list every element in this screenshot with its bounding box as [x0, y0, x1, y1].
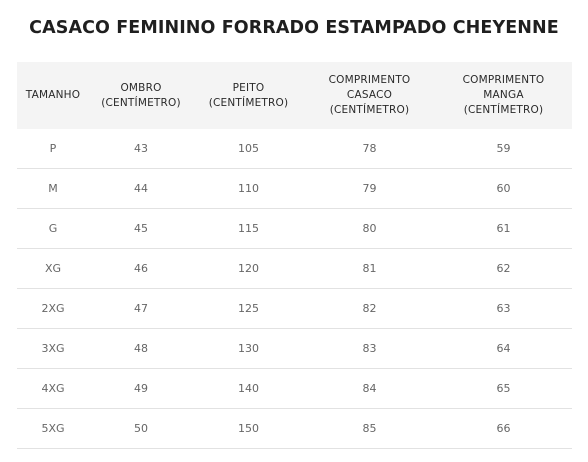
cell-sleeve-length: 61	[435, 208, 572, 249]
table-header-row: TAMANHO OMBRO (CENTÍMETRO) PEITO (CENTÍM…	[17, 62, 572, 129]
cell-coat-length: 79	[304, 168, 435, 209]
cell-coat-length: 84	[304, 368, 435, 409]
header-sleeve-length: COMPRIMENTO MANGA (CENTÍMETRO)	[435, 62, 572, 129]
table-row: G 45 115 80 61	[17, 208, 572, 249]
table-body: P 43 105 78 59 M 44 110 79 60 G 45 115 80 61 XG 46 120 81 6…	[17, 129, 572, 449]
table-row: 3XG 48 130 83 64	[17, 328, 572, 369]
table-row: M 44 110 79 60	[17, 168, 572, 209]
header-shoulder: OMBRO (CENTÍMETRO)	[89, 62, 193, 129]
cell-sleeve-length: 64	[435, 328, 572, 369]
cell-shoulder: 49	[89, 368, 193, 409]
cell-chest: 125	[193, 288, 304, 329]
cell-size: 5XG	[17, 408, 89, 449]
cell-sleeve-length: 65	[435, 368, 572, 409]
cell-size: 3XG	[17, 328, 89, 369]
cell-chest: 140	[193, 368, 304, 409]
cell-chest: 105	[193, 129, 304, 169]
header-chest: PEITO (CENTÍMETRO)	[193, 62, 304, 129]
header-size: TAMANHO	[17, 62, 89, 129]
cell-coat-length: 81	[304, 248, 435, 289]
cell-sleeve-length: 59	[435, 129, 572, 169]
header-coat-length: COMPRIMENTO CASACO (CENTÍMETRO)	[304, 62, 435, 129]
table-row: 4XG 49 140 84 65	[17, 368, 572, 409]
cell-sleeve-length: 62	[435, 248, 572, 289]
page-title: CASACO FEMININO FORRADO ESTAMPADO CHEYEN…	[29, 18, 559, 38]
cell-sleeve-length: 63	[435, 288, 572, 329]
cell-chest: 130	[193, 328, 304, 369]
table-row: P 43 105 78 59	[17, 129, 572, 169]
cell-coat-length: 82	[304, 288, 435, 329]
cell-size: 4XG	[17, 368, 89, 409]
cell-shoulder: 47	[89, 288, 193, 329]
cell-shoulder: 48	[89, 328, 193, 369]
size-table: TAMANHO OMBRO (CENTÍMETRO) PEITO (CENTÍM…	[17, 62, 572, 449]
cell-size: XG	[17, 248, 89, 289]
cell-chest: 150	[193, 408, 304, 449]
cell-size: M	[17, 168, 89, 209]
cell-shoulder: 43	[89, 129, 193, 169]
cell-size: G	[17, 208, 89, 249]
cell-coat-length: 78	[304, 129, 435, 169]
cell-coat-length: 83	[304, 328, 435, 369]
table-row: 2XG 47 125 82 63	[17, 288, 572, 329]
cell-shoulder: 44	[89, 168, 193, 209]
cell-size: P	[17, 129, 89, 169]
cell-shoulder: 46	[89, 248, 193, 289]
cell-shoulder: 50	[89, 408, 193, 449]
cell-coat-length: 80	[304, 208, 435, 249]
table-row: 5XG 50 150 85 66	[17, 408, 572, 449]
cell-coat-length: 85	[304, 408, 435, 449]
cell-size: 2XG	[17, 288, 89, 329]
cell-shoulder: 45	[89, 208, 193, 249]
cell-sleeve-length: 60	[435, 168, 572, 209]
cell-chest: 120	[193, 248, 304, 289]
cell-chest: 110	[193, 168, 304, 209]
table-row: XG 46 120 81 62	[17, 248, 572, 289]
cell-chest: 115	[193, 208, 304, 249]
cell-sleeve-length: 66	[435, 408, 572, 449]
